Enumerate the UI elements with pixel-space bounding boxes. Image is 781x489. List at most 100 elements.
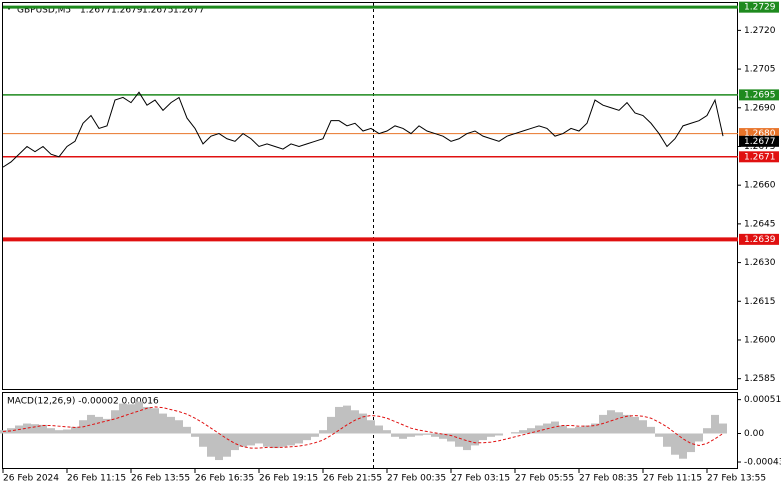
macd-bar (183, 426, 191, 434)
macd-bar (215, 433, 223, 461)
macd-title: MACD(12,26,9) -0.00002 0.00016 (7, 397, 159, 407)
macd-bar (607, 410, 615, 434)
main-frame (2, 2, 738, 390)
macd-bar (495, 433, 503, 436)
macd-bar (167, 416, 175, 434)
macd-bar (703, 428, 711, 434)
y-tick-label: 1.2600 (744, 335, 776, 345)
macd-bar (679, 433, 687, 459)
x-tick-label: 26 Feb 2024 (3, 474, 59, 484)
macd-bar (463, 433, 471, 451)
y-tick-label: 1.2630 (744, 258, 776, 268)
x-tick-label: 27 Feb 08:35 (579, 474, 638, 484)
macd-bar (487, 433, 495, 437)
macd-bar (63, 429, 71, 434)
macd-bar (671, 433, 679, 455)
y-tick-label: 0.00051 (744, 395, 781, 405)
level-label: 1.2695 (744, 90, 776, 100)
macd-bar (327, 416, 335, 434)
y-tick-label: 1.2645 (744, 219, 776, 229)
y-tick-label: 1.2660 (744, 181, 776, 191)
macd-bar (559, 425, 567, 434)
macd-bar (191, 433, 199, 437)
macd-bar (95, 416, 103, 434)
macd-bar (319, 430, 327, 434)
macd-bar (615, 412, 623, 434)
macd-bar (23, 423, 31, 434)
y-tick-label: 0.00 (744, 429, 764, 439)
symbol-title: GBPUSD,M5 (17, 6, 71, 16)
macd-bar (31, 424, 39, 434)
macd-bar (231, 433, 239, 451)
last-price-label: 1.2677 (744, 137, 776, 147)
level-label-box (739, 151, 779, 163)
level-label-box (739, 128, 779, 140)
ohlc-value: 1.2679 (111, 6, 143, 16)
macd-bar (511, 432, 519, 434)
macd-bar (295, 433, 303, 444)
macd-bar (143, 406, 151, 434)
macd-bar (383, 430, 391, 434)
macd-bar (575, 426, 583, 434)
macd-bar (399, 433, 407, 439)
macd-bar (719, 423, 727, 434)
macd-bar (255, 433, 263, 444)
macd-bar (7, 428, 15, 434)
level-label: 1.2639 (744, 235, 776, 245)
ohlc-value: 1.2675 (142, 6, 174, 16)
ohlc-value: 1.2677 (80, 6, 112, 16)
macd-bar (223, 433, 231, 457)
macd-bar (287, 433, 295, 446)
x-tick-label: 26 Feb 19:15 (259, 474, 318, 484)
signal-line (2, 406, 724, 449)
macd-bar (55, 430, 63, 434)
y-tick-label: 1.2720 (744, 26, 776, 36)
level-label-box (739, 89, 779, 101)
macd-bar (351, 410, 359, 434)
x-tick-label: 26 Feb 16:35 (195, 474, 254, 484)
price-line (2, 91, 724, 168)
macd-bar (479, 433, 487, 441)
macd-bar (247, 433, 255, 446)
macd-bar (303, 433, 311, 441)
macd-bar (263, 433, 271, 447)
macd-bar (47, 428, 55, 434)
level-label-box (739, 233, 779, 245)
last-price-box (739, 135, 779, 147)
macd-bar (103, 418, 111, 434)
macd-bar (447, 433, 455, 442)
macd-bar (199, 433, 207, 447)
macd-bar (207, 433, 215, 457)
macd-bar (431, 433, 439, 437)
macd-bar (567, 428, 575, 434)
macd-bar (535, 425, 543, 434)
macd-bar (335, 406, 343, 434)
macd-bar (111, 410, 119, 434)
macd-bar (599, 414, 607, 434)
x-tick-label: 27 Feb 00:35 (387, 474, 446, 484)
x-tick-label: 27 Feb 13:55 (707, 474, 766, 484)
y-tick-label: 1.2705 (744, 65, 776, 75)
y-tick-label: 1.2585 (744, 374, 776, 384)
macd-bar (279, 433, 287, 447)
y-tick-label: 1.2675 (744, 142, 776, 152)
macd-bar (239, 433, 247, 447)
macd-bar (631, 416, 639, 434)
macd-bar (71, 426, 79, 434)
macd-bar (159, 413, 167, 434)
macd-bar (623, 414, 631, 434)
y-tick-label: 1.2690 (744, 103, 776, 113)
macd-bar (375, 425, 383, 434)
macd-bar (271, 433, 279, 449)
level-label-box (739, 1, 779, 13)
macd-bar (655, 433, 663, 437)
macd-bar (367, 420, 375, 434)
macd-bar (415, 433, 423, 436)
macd-bar (471, 433, 479, 446)
x-tick-label: 26 Feb 11:15 (67, 474, 126, 484)
macd-bar (639, 420, 647, 434)
macd-bar (591, 423, 599, 434)
macd-bar (135, 401, 143, 434)
